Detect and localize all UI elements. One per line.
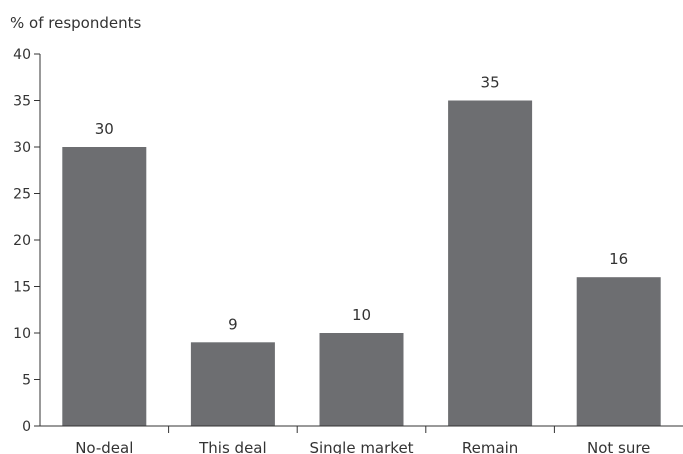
bar-remain [448, 100, 533, 426]
x-tick-label: Not sure [587, 439, 650, 454]
data-label: 9 [228, 315, 238, 333]
data-label: 35 [481, 74, 500, 92]
x-axis: No-deal This deal Single market Remain Not s… [40, 425, 683, 454]
y-tick-label: 0 [22, 419, 31, 435]
y-tick-label: 10 [13, 326, 31, 342]
y-tick-label: 20 [13, 233, 31, 249]
bar-no-deal [62, 147, 147, 426]
bar-this-deal [190, 342, 275, 426]
y-tick-label: 25 [13, 187, 31, 203]
data-label: 16 [609, 250, 628, 268]
x-tick-label: Remain [462, 439, 518, 454]
y-axis-title: % of respondents [10, 14, 141, 32]
bar-not-sure [576, 277, 661, 426]
data-label: 10 [352, 306, 371, 324]
x-tick-label: This deal [198, 439, 267, 454]
y-tick-label: 5 [22, 373, 31, 389]
y-tick-label: 15 [13, 280, 31, 296]
x-tick-label: Single market [309, 439, 413, 454]
data-label: 30 [95, 120, 114, 138]
y-tick-label: 40 [13, 47, 31, 63]
y-axis: 0 5 10 15 20 25 30 35 40 [13, 47, 41, 435]
y-tick-label: 35 [13, 94, 31, 110]
bars-group: 30 9 10 35 16 [62, 74, 661, 426]
y-tick-label: 30 [13, 140, 31, 156]
bar-single-market [319, 333, 404, 426]
x-tick-label: No-deal [75, 439, 133, 454]
